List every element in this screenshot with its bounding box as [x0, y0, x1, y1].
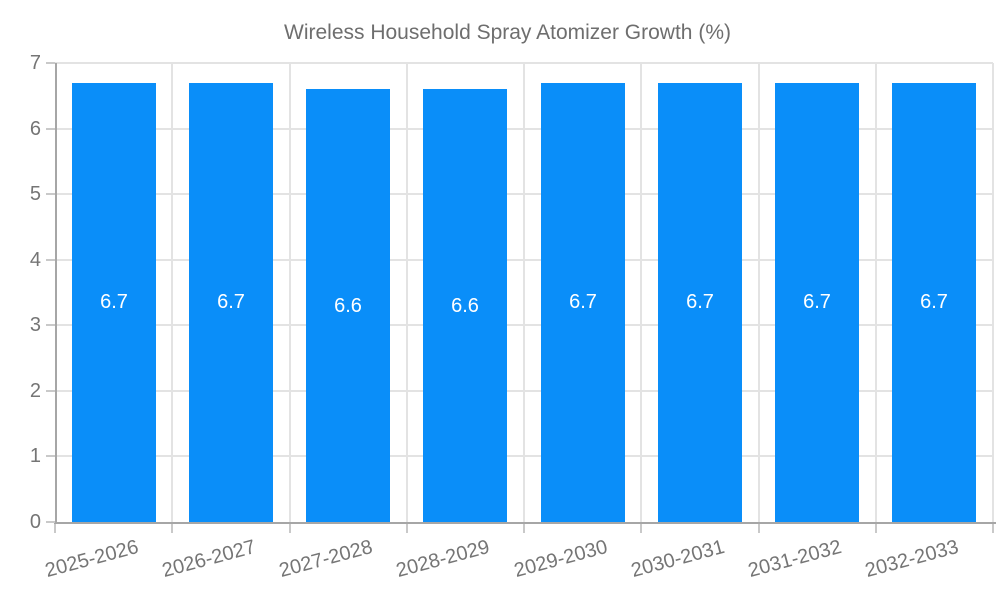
y-tick [46, 324, 55, 326]
bar[interactable] [775, 83, 859, 522]
y-tick [46, 521, 55, 523]
bar[interactable] [189, 83, 273, 522]
x-gridline [640, 63, 642, 522]
legend[interactable]: Wireless Household Spray Atomizer Growth… [190, 21, 731, 45]
x-gridline [758, 63, 760, 522]
y-tick [46, 193, 55, 195]
y-tick-label: 2 [29, 380, 41, 402]
y-tick-label: 3 [29, 314, 41, 336]
y-tick-label: 5 [29, 183, 41, 205]
x-gridline [171, 63, 173, 522]
x-axis-line [54, 522, 996, 524]
bar-value-label: 6.7 [686, 291, 714, 313]
bar[interactable] [423, 89, 507, 522]
bar[interactable] [72, 83, 156, 522]
bar[interactable] [306, 89, 390, 522]
legend-color-swatch [190, 22, 256, 44]
bar-value-label: 6.7 [803, 291, 831, 313]
x-tick [289, 524, 291, 533]
x-tick [171, 524, 173, 533]
x-tick [406, 524, 408, 533]
y-tick [46, 455, 55, 457]
y-tick [46, 259, 55, 261]
bar-value-label: 6.7 [920, 291, 948, 313]
x-tick [523, 524, 525, 533]
y-tick-label: 7 [29, 52, 41, 74]
bar-value-label: 6.7 [569, 291, 597, 313]
x-tick [54, 524, 56, 533]
x-tick [758, 524, 760, 533]
x-tick [875, 524, 877, 533]
x-gridline [523, 63, 525, 522]
bar[interactable] [892, 83, 976, 522]
bar-value-label: 6.7 [100, 291, 128, 313]
y-tick [46, 128, 55, 130]
x-tick [640, 524, 642, 533]
x-gridline [992, 63, 994, 522]
bar-value-label: 6.6 [451, 295, 479, 317]
y-tick [46, 390, 55, 392]
y-axis-line [55, 63, 57, 524]
y-tick-label: 6 [29, 118, 41, 140]
y-tick-label: 0 [29, 511, 41, 533]
y-tick [46, 62, 55, 64]
bar-value-label: 6.7 [217, 291, 245, 313]
legend-series-label: Wireless Household Spray Atomizer Growth… [284, 21, 731, 44]
x-gridline [406, 63, 408, 522]
x-gridline [289, 63, 291, 522]
bar-value-label: 6.6 [334, 295, 362, 317]
bar[interactable] [658, 83, 742, 522]
y-tick-label: 1 [29, 445, 41, 467]
x-gridline [875, 63, 877, 522]
x-tick [992, 524, 994, 533]
bar[interactable] [541, 83, 625, 522]
y-tick-label: 4 [29, 249, 41, 271]
